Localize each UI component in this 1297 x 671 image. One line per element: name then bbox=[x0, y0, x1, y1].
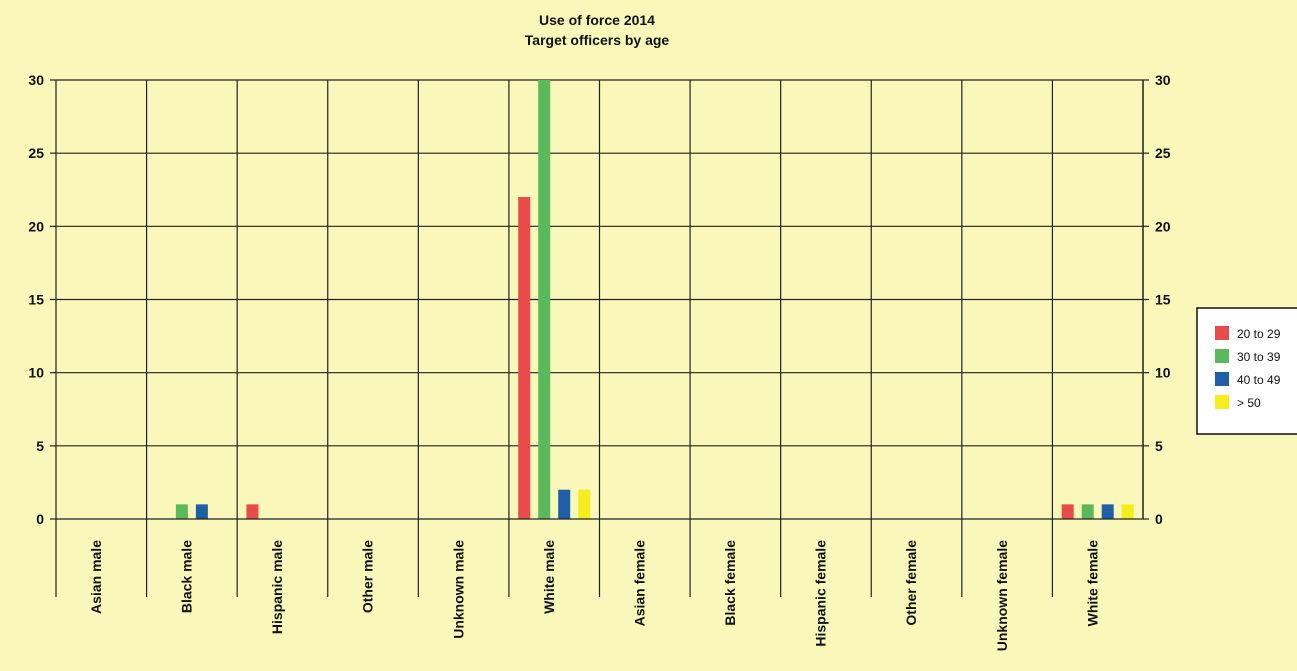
x-tick-label: Other female bbox=[903, 540, 919, 626]
x-tick-label: Unknown male bbox=[450, 540, 466, 639]
y-tick-label-right: 15 bbox=[1155, 292, 1171, 308]
legend-label: > 50 bbox=[1237, 396, 1261, 410]
x-tick-label: Unknown female bbox=[994, 540, 1010, 651]
legend-swatch bbox=[1215, 326, 1229, 340]
x-tick-label: White female bbox=[1084, 540, 1100, 627]
y-tick-label-left: 20 bbox=[28, 218, 44, 234]
chart-subtitle: Target officers by age bbox=[525, 32, 670, 48]
x-tick-label: Asian female bbox=[631, 540, 647, 627]
bars bbox=[175, 80, 1134, 520]
x-tick-label: Other male bbox=[360, 540, 376, 613]
y-tick-label-left: 5 bbox=[36, 438, 44, 454]
legend-swatch bbox=[1215, 349, 1229, 363]
y-tick-label-right: 10 bbox=[1155, 365, 1171, 381]
bar bbox=[538, 80, 551, 519]
x-tick-label: Hispanic male bbox=[269, 540, 285, 634]
y-tick-label-right: 30 bbox=[1155, 72, 1171, 88]
axes: 0 0 5 5 10 10 15 15 20 20 25 25 30 30 Asian male Black … bbox=[28, 72, 1170, 651]
x-tick-label: Asian male bbox=[88, 540, 104, 614]
legend: 20 to 29 30 to 39 40 to 49 > 50 bbox=[1196, 307, 1297, 435]
chart-title: Use of force 2014 bbox=[539, 12, 655, 28]
legend-swatch bbox=[1215, 372, 1229, 386]
bar bbox=[558, 489, 571, 519]
x-tick-label: Black male bbox=[179, 540, 195, 613]
x-tick-label: Black female bbox=[722, 540, 738, 626]
bar bbox=[175, 504, 188, 519]
legend-box bbox=[1196, 307, 1297, 435]
y-tick-label-left: 0 bbox=[36, 511, 44, 527]
bar bbox=[518, 197, 531, 520]
y-tick-label-right: 20 bbox=[1155, 218, 1171, 234]
bar bbox=[1081, 504, 1094, 519]
y-tick-label-right: 25 bbox=[1155, 145, 1171, 161]
y-tick-label-right: 5 bbox=[1155, 438, 1163, 454]
legend-label: 20 to 29 bbox=[1237, 327, 1281, 341]
y-tick-label-left: 15 bbox=[28, 292, 44, 308]
y-tick-label-left: 30 bbox=[28, 72, 44, 88]
grid-lines bbox=[55, 79, 1144, 597]
x-tick-label: White male bbox=[541, 540, 557, 614]
y-tick-label-left: 10 bbox=[28, 365, 44, 381]
legend-swatch bbox=[1215, 395, 1229, 409]
bar bbox=[1101, 504, 1114, 519]
bar bbox=[1121, 504, 1134, 519]
legend-label: 30 to 39 bbox=[1237, 350, 1281, 364]
y-tick-label-left: 25 bbox=[28, 145, 44, 161]
bar bbox=[246, 504, 259, 519]
bar bbox=[195, 504, 208, 519]
legend-label: 40 to 49 bbox=[1237, 373, 1281, 387]
bar bbox=[578, 489, 591, 519]
y-tick-label-right: 0 bbox=[1155, 511, 1163, 527]
x-tick-label: Hispanic female bbox=[813, 540, 829, 647]
bar bbox=[1061, 504, 1074, 519]
